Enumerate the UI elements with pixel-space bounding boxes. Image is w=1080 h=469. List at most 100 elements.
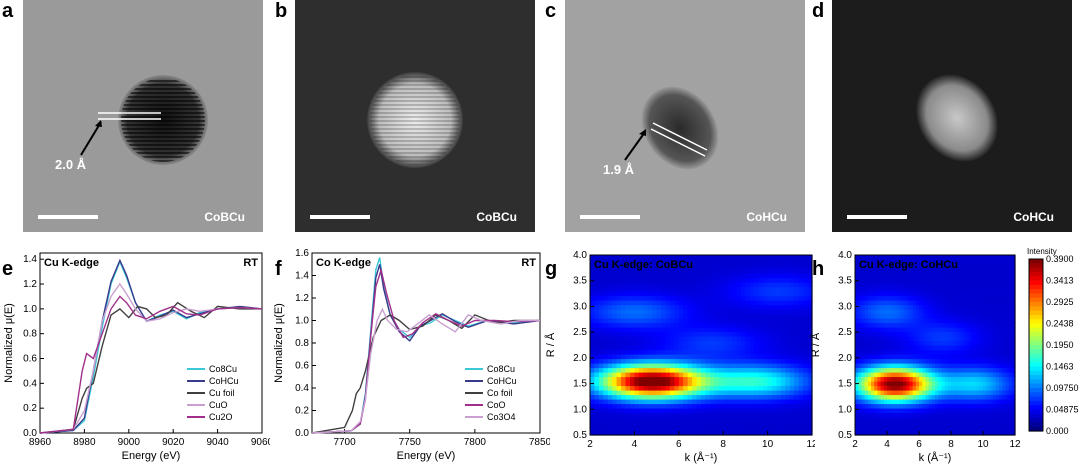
heatmap-cell [723,421,729,427]
heatmap-cell [986,363,990,369]
heatmap-cell [780,358,786,364]
heatmap-cell [864,277,869,283]
heatmap-cell [656,336,662,342]
heatmap-cell [874,349,878,355]
heatmap-cell [979,408,984,414]
heatmap-cell [758,345,764,351]
heatmap-cell [947,385,952,391]
heatmap-cell [967,300,971,306]
heatmap-cell [714,345,720,351]
heatmap-cell [798,345,804,351]
heatmap-cell [643,403,649,409]
heatmap-cell [754,300,760,306]
heatmap-cell [625,304,631,310]
heatmap-cell [954,421,958,427]
x-tick-label: 7800 [464,437,487,448]
heatmap-cell [954,367,958,373]
heatmap-cell [607,295,613,301]
heatmap-cell [736,399,742,405]
heatmap-cell [925,399,930,405]
heatmap-cell [630,300,635,306]
heatmap-cell [874,381,878,387]
y-tick-label: 0.0 [295,428,309,439]
heatmap-cell [723,345,729,351]
heatmap-cell [960,300,965,306]
heatmap-cell [995,403,1000,409]
heatmap-cell [758,394,764,400]
x-tick-label: 10 [977,439,989,450]
heatmap-cell [999,367,1003,373]
heatmap-cell [995,345,1000,351]
heatmap-cell [957,349,962,355]
heatmap-cell [701,394,706,400]
heatmap-cell [912,390,917,396]
heatmap-cell [941,300,946,306]
heatmap-cell [803,412,809,418]
heatmap-cell [616,403,622,409]
heatmap-cell [986,322,990,328]
heatmap-cell [807,318,813,324]
heatmap-cell [634,381,640,387]
heatmap-cell [665,426,671,432]
heatmap-cell [951,385,955,391]
heatmap-cell [903,291,907,297]
heatmap-cell [798,268,804,274]
heatmap-cell [887,322,891,328]
heatmap-cell [915,381,920,387]
heatmap-cell [767,313,773,319]
heatmap-cell [899,300,904,306]
heatmap-cell [899,336,904,342]
heatmap-cell [714,372,720,378]
heatmap-cell [979,385,984,391]
heatmap-cell [741,394,746,400]
heatmap-cell [709,385,715,391]
heatmap-cell [931,291,936,297]
heatmap-cell [652,376,658,382]
heatmap-cell [607,403,613,409]
heatmap-cell [941,331,946,337]
heatmap-cell [957,259,962,265]
heatmap-cell [709,340,715,346]
heatmap-cell [745,309,751,315]
heatmap-cell [909,313,914,319]
heatmap-cell [643,354,649,360]
y-tick-label: 0.2 [23,403,37,414]
heatmap-cell [864,268,869,274]
heatmap-cell [638,313,644,319]
heatmap-cell [967,286,971,292]
heatmap-cell [896,417,901,423]
heatmap-cell [665,412,671,418]
heatmap-cell [922,309,926,315]
heatmap-cell [951,372,955,378]
heatmap-cell [709,372,715,378]
heatmap-cell [874,291,878,297]
heatmap-cell [807,336,813,342]
heatmap-cell [925,394,930,400]
heatmap-cell [772,354,777,360]
heatmap-cell [906,417,910,423]
heatmap-cell [785,430,791,436]
heatmap-cell [665,282,671,288]
heatmap-cell [954,313,958,319]
heatmap-cell [947,313,952,319]
heatmap-cell [877,394,882,400]
heatmap-cell [915,255,920,261]
heatmap-cell [749,367,755,373]
heatmap-cell [877,408,882,414]
heatmap-cell [696,381,702,387]
heatmap-cell [931,394,936,400]
heatmap-cell [979,295,984,301]
heatmap-cell [995,381,1000,387]
heatmap-cell [638,426,644,432]
heatmap-cell [709,304,715,310]
heatmap-cell [643,282,649,288]
heatmap-cell [669,358,675,364]
heatmap-cell [983,255,987,261]
heatmap-cell [643,421,649,427]
heatmap-cell [661,282,666,288]
heatmap-cell [732,282,738,288]
heatmap-cell [893,318,898,324]
heatmap-cell [957,430,962,436]
heatmap-cell [741,331,746,337]
heatmap-cell [669,291,675,297]
